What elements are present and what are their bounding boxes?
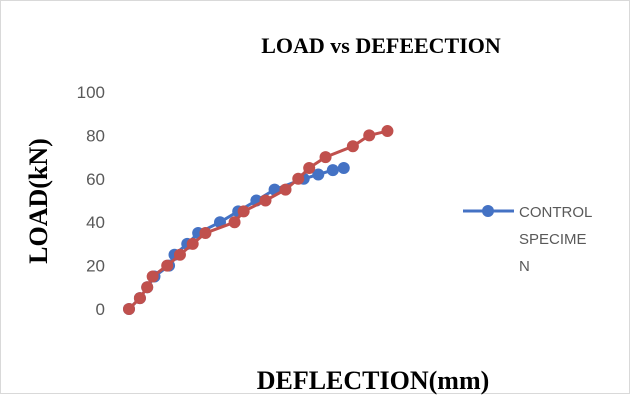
y-tick-label: 80	[86, 126, 105, 145]
series-line	[127, 166, 345, 311]
data-point	[133, 292, 146, 305]
data-point	[199, 227, 212, 240]
data-point	[228, 216, 241, 229]
series-layer	[123, 125, 394, 315]
data-point	[141, 281, 154, 294]
data-point	[279, 183, 292, 196]
y-tick-label: 40	[86, 213, 105, 232]
series-2	[123, 125, 394, 315]
data-point	[161, 259, 174, 272]
data-point	[173, 248, 186, 261]
legend-label-line-1: CONTROL	[519, 204, 592, 221]
data-point	[146, 270, 159, 283]
y-tick-label: 60	[86, 170, 105, 189]
data-point	[312, 168, 325, 181]
data-point	[363, 129, 376, 142]
data-point	[237, 205, 250, 218]
data-point	[292, 172, 305, 185]
data-point	[337, 161, 350, 174]
x-axis-label: DEFLECTION(mm)	[257, 366, 490, 395]
legend-label-line-3: N	[519, 258, 530, 275]
data-point	[319, 151, 332, 164]
data-point	[346, 140, 359, 153]
series-1	[123, 161, 350, 315]
legend-marker-control	[482, 205, 494, 217]
legend: CONTROL SPECIME N	[463, 204, 592, 275]
data-point	[259, 194, 272, 207]
y-tick-label: 100	[77, 83, 105, 102]
y-tick-label: 0	[96, 300, 105, 319]
data-point	[381, 125, 394, 138]
data-point	[123, 303, 135, 315]
data-point	[303, 161, 316, 174]
y-axis-label: LOAD(kN)	[24, 138, 53, 264]
chart-title: LOAD vs DEFEECTION	[261, 33, 501, 58]
y-tick-label: 20	[86, 257, 105, 276]
y-axis-ticks: 0 20 40 60 80 100	[77, 83, 105, 319]
series-line	[127, 129, 388, 311]
data-point	[186, 237, 199, 250]
legend-label-line-2: SPECIME	[519, 231, 587, 248]
data-point	[326, 164, 339, 177]
